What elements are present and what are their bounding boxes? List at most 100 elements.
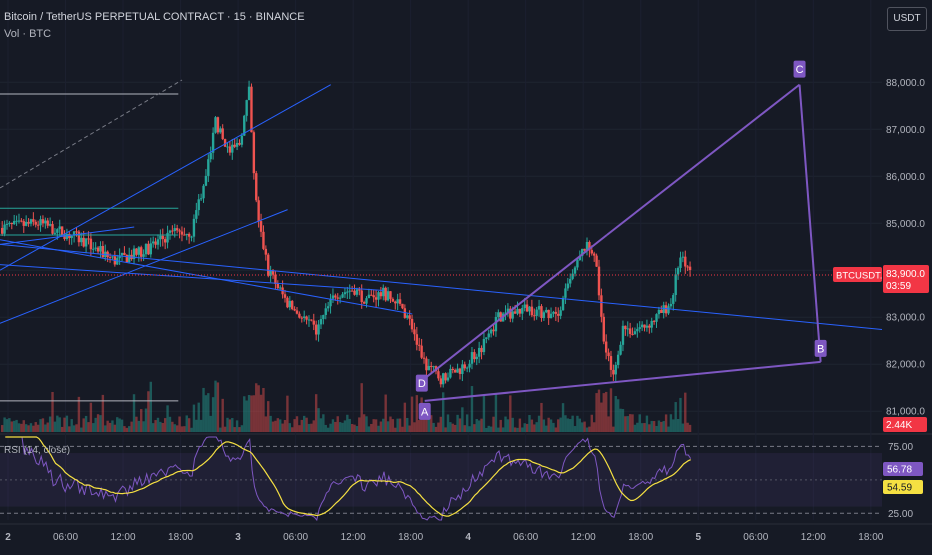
volume-bar: [240, 425, 244, 432]
candle-body: [408, 315, 411, 319]
candle-body: [578, 256, 582, 261]
volume-bar: [262, 387, 265, 432]
volume-bar: [576, 415, 579, 432]
volume-bar: [283, 420, 287, 432]
candle-body: [360, 290, 363, 303]
candle-body: [302, 316, 306, 318]
volume-bar: [219, 427, 222, 432]
candle-body: [238, 142, 241, 145]
candle-body: [207, 159, 210, 176]
volume-bar: [132, 394, 136, 432]
candle-body: [144, 243, 148, 255]
time-tick-label: 18:00: [628, 532, 653, 543]
volume-bar: [561, 403, 565, 432]
volume-bar: [542, 419, 546, 432]
volume-bar: [15, 419, 18, 432]
volume-bar: [341, 422, 344, 432]
currency-button[interactable]: USDT: [887, 7, 927, 31]
pattern-point-label: A: [421, 406, 429, 418]
volume-bar: [183, 426, 186, 432]
volume-bar: [595, 393, 598, 432]
candle-body: [154, 241, 157, 245]
volume-bar: [672, 419, 675, 432]
candle-body: [561, 297, 565, 311]
volume-bar: [27, 425, 30, 432]
candle-body: [521, 307, 524, 314]
volume-bar: [631, 414, 634, 432]
candle-body: [401, 303, 404, 309]
candle-body: [628, 328, 632, 334]
candle-body: [197, 199, 200, 211]
volume-bar: [530, 419, 534, 432]
time-tick-label: 2: [5, 532, 11, 543]
candle-body: [305, 316, 308, 320]
volume-bar: [336, 416, 339, 432]
candle-body: [211, 132, 215, 153]
volume-bar: [3, 417, 6, 432]
candle-body: [8, 222, 11, 224]
candle-body: [384, 287, 387, 301]
volume-bar: [175, 425, 179, 432]
candle-body: [279, 287, 282, 289]
candle-body: [523, 304, 526, 308]
candle-body: [173, 228, 176, 231]
volume-bar: [310, 423, 313, 432]
candle-body: [396, 299, 399, 304]
candle-body: [240, 135, 244, 145]
volume-bars: [1, 380, 692, 432]
pattern-point-d: D: [415, 374, 428, 392]
candle-body: [394, 301, 397, 304]
volume-bar: [358, 417, 361, 432]
volume-bar: [36, 424, 40, 432]
volume-bar: [614, 396, 617, 432]
volume-bar: [151, 423, 155, 432]
volume-bar: [638, 414, 641, 432]
volume-bar: [17, 423, 21, 432]
volume-bar: [679, 397, 682, 432]
candle-body: [676, 267, 680, 275]
candle-body: [616, 354, 620, 365]
candle-body: [626, 328, 629, 330]
volume-bar: [44, 424, 47, 432]
candle-body: [96, 247, 100, 252]
candle-body: [68, 233, 71, 238]
candle-body: [358, 289, 361, 291]
volume-bar: [473, 424, 476, 432]
volume-bar: [386, 421, 390, 432]
candle-body: [367, 294, 371, 299]
candle-body: [554, 311, 558, 314]
price-tick-label: 87,000.0: [886, 125, 925, 136]
volume-bar: [600, 402, 603, 432]
candle-body: [631, 333, 634, 335]
volume-bar: [350, 423, 354, 432]
volume-bar: [120, 419, 124, 432]
price-tick-label: 88,000.0: [886, 78, 925, 89]
volume-bar: [374, 419, 378, 432]
volume-bar: [60, 426, 64, 432]
candle-body: [209, 152, 212, 160]
volume-bar: [569, 419, 572, 432]
candle-body: [3, 224, 6, 234]
candle-body: [87, 238, 90, 240]
candle-body: [590, 250, 593, 254]
candle-body: [180, 231, 184, 235]
candle-body: [214, 117, 217, 133]
rsi-value-tag-bg: [883, 462, 923, 476]
candle-body: [331, 295, 335, 299]
volume-bar: [20, 423, 23, 432]
volume-bar: [633, 424, 637, 432]
candle-body: [20, 220, 23, 222]
volume-bar: [125, 427, 129, 432]
trend-line: [0, 209, 288, 324]
candle-body: [609, 356, 613, 370]
volume-bar: [274, 420, 277, 432]
volume-bar: [192, 404, 196, 432]
candle-body: [657, 309, 661, 315]
volume-bar: [159, 421, 162, 432]
volume-bar: [616, 399, 620, 432]
candle-body: [140, 247, 143, 257]
candle-body: [60, 226, 64, 235]
candle-body: [142, 254, 145, 257]
